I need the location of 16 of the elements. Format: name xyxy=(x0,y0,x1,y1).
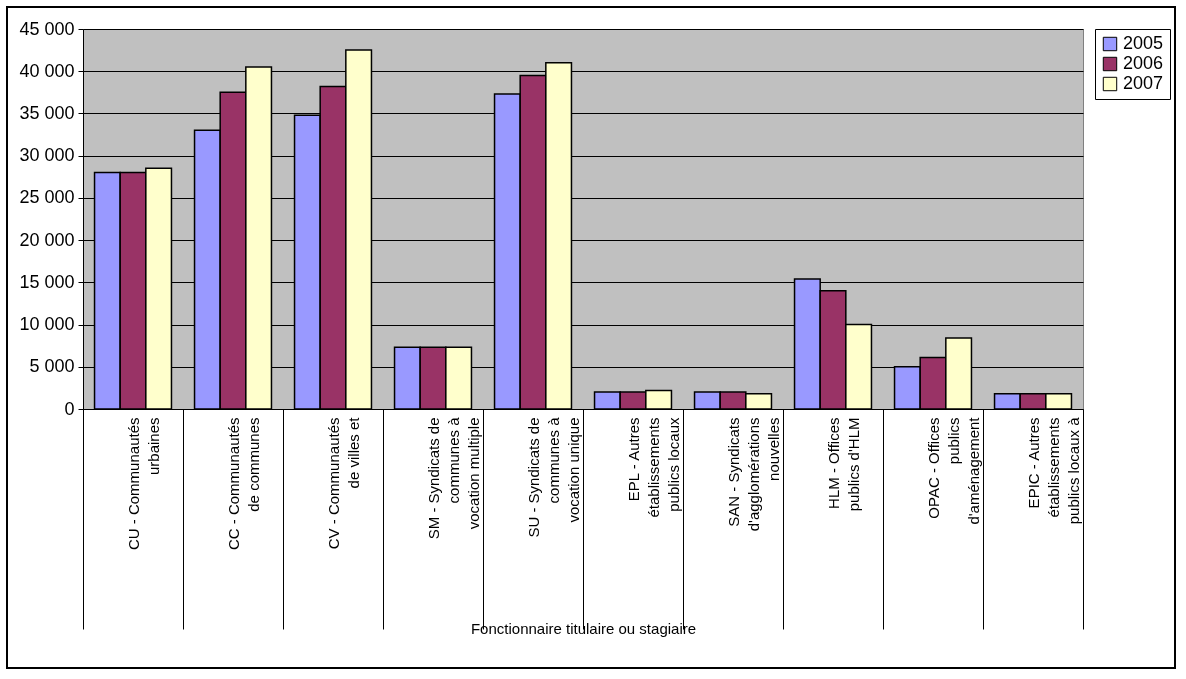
y-tick-label: 45 000 xyxy=(19,18,75,39)
y-tick-label: 40 000 xyxy=(19,60,75,81)
x-tick-label: CV - Communautés de villes et xyxy=(324,416,362,550)
y-tick-label: 35 000 xyxy=(19,102,75,123)
y-tick-label: 10 000 xyxy=(19,314,75,335)
y-tick-label: 30 000 xyxy=(19,145,75,166)
x-tick-label: CU - Communautés urbaines xyxy=(124,417,162,551)
y-tick-label: 5 000 xyxy=(29,356,75,377)
y-tick-label: 25 000 xyxy=(19,187,75,208)
legend-label: 2005 xyxy=(1123,33,1164,53)
y-tick-label: 20 000 xyxy=(19,229,75,250)
x-axis-title: Fonctionnaire titulaire ou stagiaire xyxy=(470,619,697,637)
y-tick-label: 15 000 xyxy=(19,271,75,292)
y-tick-label: 0 xyxy=(64,398,75,419)
legend-label: 2006 xyxy=(1123,53,1164,73)
legend-label: 2007 xyxy=(1123,73,1164,93)
